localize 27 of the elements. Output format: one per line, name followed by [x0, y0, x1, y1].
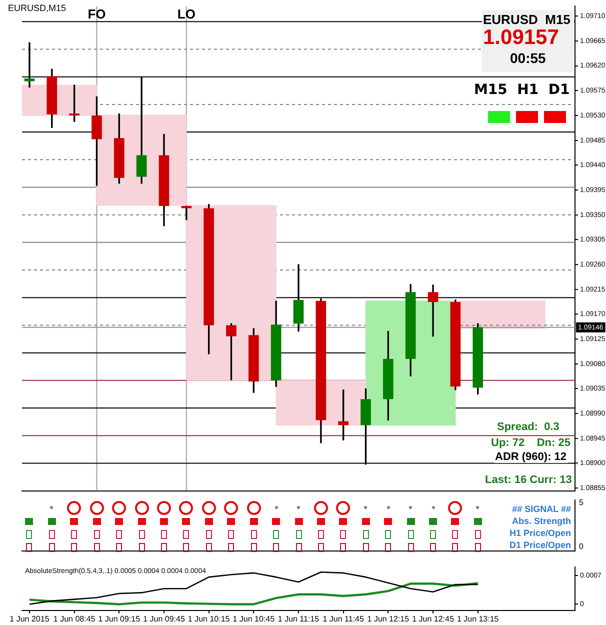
annotation: ADR (960): 12 — [494, 451, 568, 463]
annotation: 1.09157 — [483, 26, 559, 50]
annotation: EURUSD M15 — [483, 12, 570, 27]
annotation: Last: 16 Curr: 13 — [484, 474, 573, 486]
text: ## SIGNAL ## — [512, 504, 571, 514]
x-tick-label: 1 Jun 08:45 — [53, 614, 96, 624]
annotation: M15 H1 D1 — [474, 82, 570, 98]
x-tick-label: 1 Jun 13:15 — [456, 614, 500, 624]
x-tick-label: 1 Jun 10:45 — [232, 614, 276, 624]
x-tick-label: 1 Jun 12:15 — [367, 614, 410, 624]
text: Abs. Strength — [512, 516, 571, 526]
x-tick-label: 1 Jun 11:15 — [278, 614, 320, 624]
x-tick-label: 1 Jun 11:45 — [322, 614, 364, 624]
annotation: Up: 72 Dn: 25 — [490, 437, 572, 449]
x-tick-label: 1 Jun 10:15 — [188, 614, 230, 624]
x-tick-label: 1 Jun 2015 — [10, 614, 50, 624]
x-tick-label: 1 Jun 09:45 — [143, 614, 186, 624]
text: H1 Price/Open — [509, 528, 571, 538]
x-tick-label: 1 Jun 09:15 — [98, 614, 141, 624]
ref-line-label: FO — [88, 6, 106, 22]
annotation: Spread: 0.3 — [496, 421, 560, 433]
ref-line-label: LO — [177, 6, 196, 22]
annotation: EURUSD,M15 — [8, 3, 66, 13]
text: D1 Price/Open — [509, 540, 571, 550]
text: 5 — [579, 498, 584, 507]
x-tick-label: 1 Jun 12:45 — [412, 614, 454, 624]
annotation: 00:55 — [510, 50, 546, 66]
